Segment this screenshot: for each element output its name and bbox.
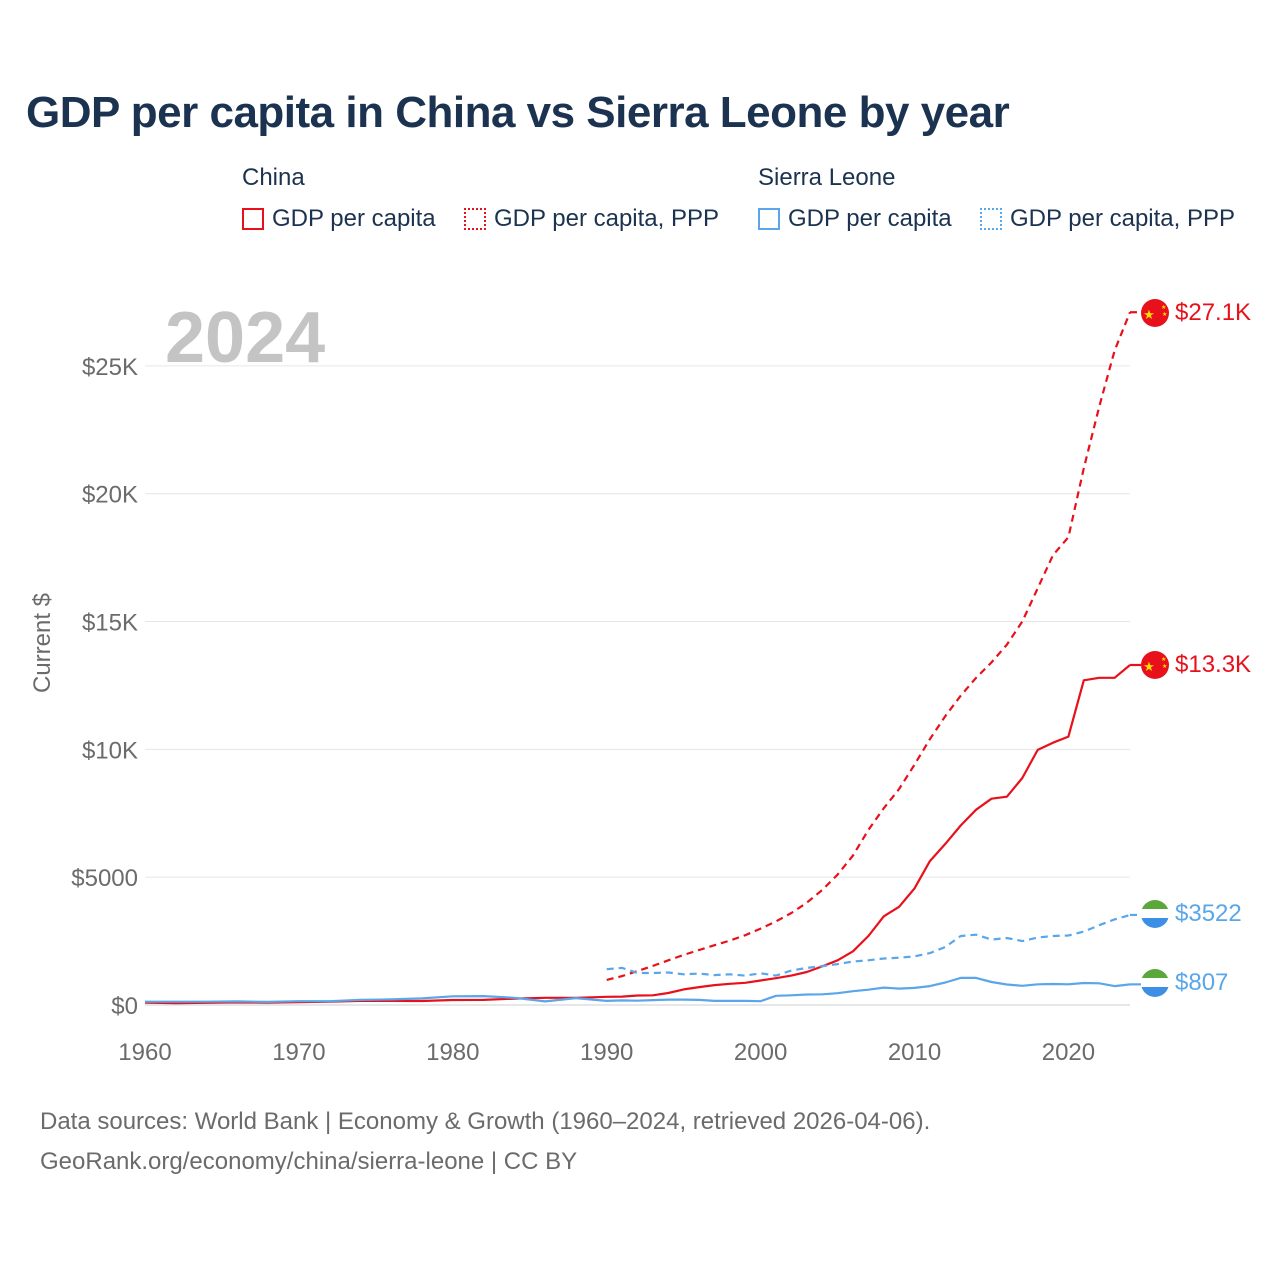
series-line-china-gdp-per-capita-ppp — [606, 311, 1132, 981]
sierra-leone-flag-icon — [1141, 969, 1169, 997]
china-flag-icon: ★ ★ ★ — [1141, 651, 1169, 679]
svg-text:★: ★ — [1162, 311, 1167, 318]
series-line-sierra-leone-gdp-per-capita-ppp — [606, 913, 1131, 977]
footer-link[interactable]: GeoRank.org/economy/china/sierra-leone |… — [40, 1148, 578, 1175]
x-tick-label: 2010 — [888, 1039, 941, 1066]
series-line-china-gdp-per-capita — [144, 664, 1131, 1005]
x-tick-label: 1960 — [118, 1039, 171, 1066]
legend-item-china-gdp[interactable]: GDP per capita — [242, 205, 436, 233]
y-tick-label: $20K — [82, 482, 138, 509]
y-tick-label: $0 — [111, 993, 138, 1020]
footer-sources: Data sources: World Bank | Economy & Gro… — [40, 1108, 931, 1135]
series-lines — [144, 311, 1141, 1005]
legend-group-sierra-leone: Sierra Leone — [758, 164, 896, 191]
legend-label: GDP per capita — [788, 205, 952, 232]
legend-group-china: China — [242, 164, 305, 191]
y-tick-label: $25K — [82, 354, 138, 381]
x-tick-label: 2000 — [734, 1039, 787, 1066]
legend-swatch-solid-blue — [758, 208, 780, 230]
y-tick-label: $5000 — [71, 865, 138, 892]
x-tick-label: 2020 — [1042, 1039, 1095, 1066]
year-watermark: 2024 — [165, 298, 325, 378]
legend-swatch-solid-red — [242, 208, 264, 230]
legend-item-china-gdp-ppp[interactable]: GDP per capita, PPP — [464, 205, 719, 233]
svg-text:★: ★ — [1143, 659, 1155, 674]
y-tick-label: $10K — [82, 737, 138, 764]
china-flag-icon: ★ ★ ★ — [1141, 299, 1169, 327]
series-line-sierra-leone-gdp-per-capita — [145, 976, 1131, 1004]
gridlines — [145, 365, 1130, 1006]
svg-text:★: ★ — [1161, 304, 1166, 311]
end-label-china-gdp-ppp: $27.1K — [1175, 299, 1251, 326]
x-tick-label: 1980 — [426, 1039, 479, 1066]
sierra-leone-flag-icon — [1141, 900, 1169, 928]
legend-label: GDP per capita — [272, 205, 436, 232]
end-label-china-gdp: $13.3K — [1175, 651, 1251, 678]
chart-title: GDP per capita in China vs Sierra Leone … — [26, 88, 1010, 137]
x-axis-ticks: 1960 1970 1980 1990 2000 2010 2020 — [118, 1039, 1095, 1066]
y-tick-label: $15K — [82, 610, 138, 637]
svg-text:★: ★ — [1143, 307, 1155, 322]
end-label-sierra-leone-gdp-ppp: $3522 — [1175, 900, 1242, 927]
legend-label: GDP per capita, PPP — [1010, 205, 1235, 232]
legend-label: GDP per capita, PPP — [494, 205, 719, 232]
legend-swatch-dotted-red — [464, 208, 486, 230]
svg-text:★: ★ — [1161, 656, 1166, 663]
legend-item-sierra-leone-gdp[interactable]: GDP per capita — [758, 205, 952, 233]
x-tick-label: 1990 — [580, 1039, 633, 1066]
svg-text:★: ★ — [1162, 663, 1167, 670]
legend-item-sierra-leone-gdp-ppp[interactable]: GDP per capita, PPP — [980, 205, 1235, 233]
legend-swatch-dotted-blue — [980, 208, 1002, 230]
y-axis-label: Current $ — [29, 593, 56, 693]
y-axis-ticks: $0 $5000 $10K $15K $20K $25K — [71, 354, 138, 1020]
x-tick-label: 1970 — [272, 1039, 325, 1066]
end-label-sierra-leone-gdp: $807 — [1175, 969, 1228, 996]
